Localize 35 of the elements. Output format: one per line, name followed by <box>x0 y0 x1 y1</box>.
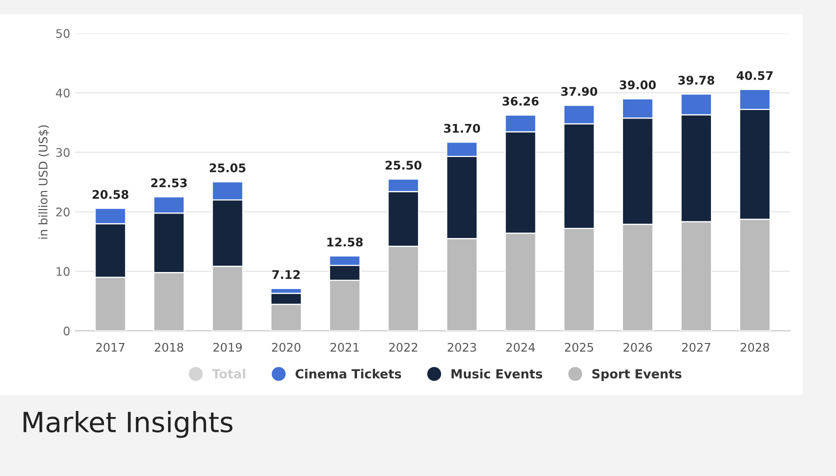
x-tick-label: 2019 <box>213 342 242 352</box>
x-tick-label: 2024 <box>506 342 535 352</box>
total-label: 20.58 <box>92 190 128 199</box>
total-label: 7.12 <box>272 270 300 279</box>
y-tick-label: 30 <box>56 148 70 157</box>
y-axis-title: in billion USD (US$) <box>38 125 50 239</box>
x-tick-label: 2021 <box>330 342 359 352</box>
x-tick-label: 2027 <box>682 342 710 352</box>
text: Market Insights <box>24 411 232 438</box>
total-label: 31.70 <box>444 124 480 133</box>
x-tick-label: 2026 <box>624 342 652 352</box>
x-tick-label: 2025 <box>564 342 594 352</box>
total-label: 39.78 <box>678 76 714 85</box>
total-label: 37.90 <box>561 86 598 96</box>
total-label: 39.00 <box>620 80 656 90</box>
x-tick-label: 2022 <box>389 342 418 352</box>
x-tick-label: 2017 <box>96 342 124 352</box>
legend-label: Cinema Tickets <box>296 368 402 379</box>
x-tick-label: 2018 <box>154 342 184 352</box>
x-tick-label: 2023 <box>448 342 476 352</box>
y-tick-label: 0 <box>64 326 70 336</box>
legend-label: Music Events <box>452 368 542 379</box>
total-label: 25.50 <box>386 160 422 170</box>
y-tick-label: 10 <box>56 267 70 276</box>
y-tick-label: 50 <box>56 29 70 38</box>
legend-label: Sport Events <box>592 369 682 381</box>
y-tick-label: 40 <box>56 88 70 98</box>
total-label: 36.26 <box>502 96 539 106</box>
total-label: 25.05 <box>210 163 246 172</box>
total-label: 22.53 <box>151 178 187 188</box>
total-label: 40.57 <box>736 71 773 80</box>
x-tick-label: 2028 <box>740 342 770 352</box>
y-tick-label: 20 <box>56 208 70 216</box>
x-tick-label: 2020 <box>272 342 300 352</box>
total-label: 12.58 <box>327 238 363 247</box>
